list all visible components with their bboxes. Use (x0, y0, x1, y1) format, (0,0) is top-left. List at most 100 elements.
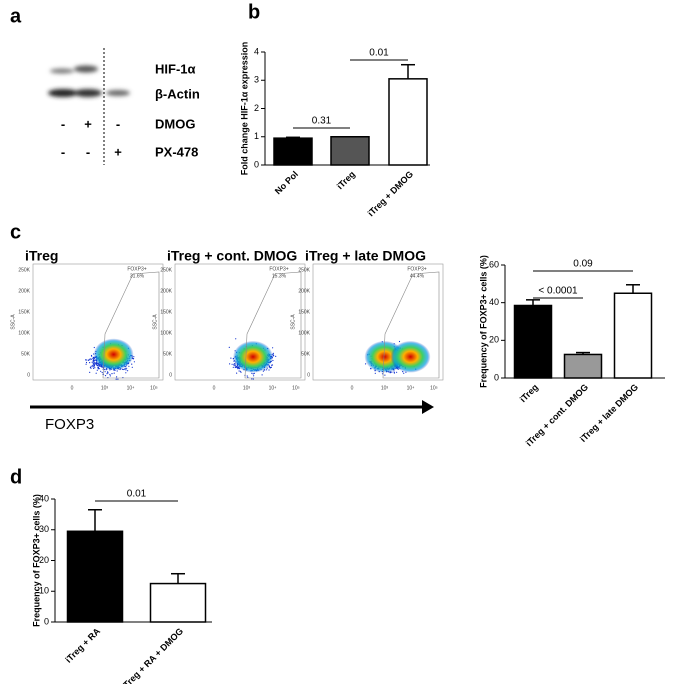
dot (251, 378, 253, 380)
gate-percent: 44.4% (410, 273, 425, 279)
dot (268, 369, 270, 371)
dot (240, 371, 242, 373)
dot (252, 373, 254, 375)
dot (87, 359, 90, 361)
flow-x-tick: 10⁵ (430, 385, 438, 391)
dot (131, 363, 133, 365)
dot (398, 340, 401, 343)
y-tick-label: 30 (39, 524, 49, 534)
treatment-label: DMOG (155, 116, 195, 131)
dot (92, 359, 94, 361)
dot (93, 365, 96, 367)
flow-y-tick: 250K (18, 267, 30, 273)
flow-x-tick: 0 (351, 385, 354, 391)
y-tick-label: 0 (494, 372, 499, 382)
dot (272, 347, 274, 349)
gate-label: FOXP3+ (407, 266, 426, 272)
dot (236, 366, 238, 368)
dot (101, 371, 103, 374)
flow-title: iTreg (25, 248, 58, 264)
x-tick-label: iTreg + RA (63, 626, 102, 665)
dot (230, 357, 232, 359)
dot (268, 366, 270, 368)
density-core (233, 340, 273, 373)
bar (330, 136, 370, 166)
bar (513, 304, 553, 379)
flow-y-tick: 150K (18, 309, 30, 315)
density-core (93, 338, 134, 371)
dot (94, 367, 96, 369)
y-axis-label: Frequency of FOXP3+ cells (%) (31, 494, 41, 627)
p-value: 0.01 (369, 48, 389, 59)
density-core (390, 340, 431, 373)
treatment-label: PX-478 (155, 144, 198, 159)
dot (374, 372, 376, 374)
dot (92, 366, 94, 368)
dot (133, 356, 135, 358)
dot (94, 364, 96, 366)
dot (396, 371, 398, 373)
p-value: 0.01 (127, 489, 147, 500)
flow-x-tick: 10³ (381, 385, 389, 391)
dot (85, 363, 87, 365)
sign: + (84, 116, 92, 131)
dot (365, 363, 367, 365)
dot (116, 376, 118, 378)
y-tick-label: 20 (39, 555, 49, 565)
dot (95, 362, 97, 364)
dot (121, 368, 124, 370)
dot (97, 366, 99, 368)
dot (391, 371, 393, 373)
dot (91, 358, 93, 360)
dot (104, 375, 107, 377)
y-tick-label: 20 (489, 335, 499, 345)
gate-label: FOXP3+ (269, 266, 288, 272)
dot (124, 368, 126, 370)
y-tick-label: 10 (39, 586, 49, 596)
dot (229, 363, 231, 365)
dot (247, 376, 249, 378)
gate-percent: 31.6% (130, 273, 145, 279)
dot (93, 367, 95, 369)
flow-y-tick: 150K (298, 309, 310, 315)
arrow-head (422, 400, 434, 414)
dot (85, 359, 87, 361)
flow-y-tick: 100K (298, 330, 310, 336)
dot (266, 369, 268, 371)
flow-x-tick: 0 (71, 385, 74, 391)
dot (233, 364, 235, 366)
sign: - (61, 144, 65, 159)
dot (381, 373, 384, 375)
dot (272, 359, 274, 362)
dot (275, 355, 277, 357)
dot (92, 360, 94, 362)
sign: - (86, 144, 90, 159)
flow-frame (32, 263, 164, 381)
flow-y-tick: 250K (298, 267, 310, 273)
x-tick-label: iTreg + RA + DMOG (120, 626, 186, 684)
flow-y-label: SSC-A (152, 314, 158, 330)
y-tick-label: 0 (254, 159, 259, 169)
dot (262, 370, 264, 372)
dot (89, 371, 91, 373)
flow-y-tick: 0 (307, 372, 310, 378)
dot (106, 373, 108, 375)
flow-title: iTreg + late DMOG (305, 248, 426, 264)
gate (382, 271, 440, 379)
p-value: < 0.0001 (538, 286, 578, 297)
dot (116, 370, 118, 372)
bar (273, 137, 313, 166)
dot (90, 365, 92, 367)
flow-x-label: FOXP3 (45, 416, 94, 433)
flow-y-tick: 250K (160, 267, 172, 273)
dot (91, 361, 93, 363)
x-tick-label: iTreg (518, 382, 540, 404)
dot (231, 363, 233, 365)
dot (107, 372, 109, 374)
panel-label: c (10, 221, 21, 243)
dot (253, 375, 255, 377)
flow-density (85, 338, 135, 380)
flow-title: iTreg + cont. DMOG (167, 248, 297, 264)
gate (244, 271, 302, 379)
dot (235, 338, 237, 340)
